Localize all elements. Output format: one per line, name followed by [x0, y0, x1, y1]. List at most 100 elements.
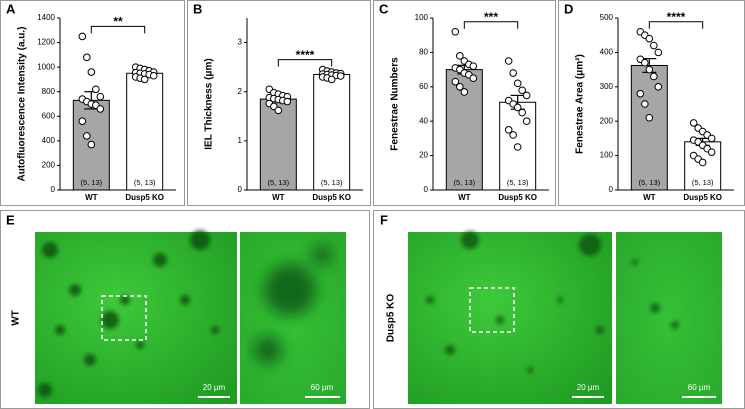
significance-label: **** [667, 10, 686, 24]
n-label: (5, 13) [453, 178, 475, 187]
y-tick-label: 0 [238, 185, 243, 194]
scale-bar-label: 60 µm [688, 383, 711, 392]
micrograph [408, 231, 612, 404]
data-point [96, 105, 105, 113]
panel-label: E [6, 212, 15, 227]
y-tick-label: 80 [419, 48, 428, 57]
data-point [456, 83, 464, 91]
data-point [698, 158, 707, 167]
data-point [513, 79, 522, 88]
y-tick-label: 3 [238, 38, 243, 47]
n-label: (5, 13) [134, 178, 156, 187]
y-tick-label: 600 [42, 111, 56, 120]
x-tick-label: Dusp5 KO [498, 193, 537, 202]
data-point [78, 32, 87, 41]
y-tick-label: 0 [51, 185, 56, 194]
y-tick-label: 20 [419, 151, 428, 160]
data-point [522, 91, 531, 100]
micrograph [616, 232, 722, 404]
x-tick-label: Dusp5 KO [312, 193, 351, 202]
y-axis-title: Fenestrae Area (μm²) [575, 54, 586, 154]
panel-label: D [564, 1, 573, 16]
n-label: (5, 13) [267, 178, 289, 187]
data-point [78, 117, 87, 125]
y-axis-title: Fenestrae Numbers [390, 57, 401, 151]
significance-bracket [90, 25, 146, 34]
panel-label: F [380, 212, 388, 227]
y-tick-label: 200 [600, 116, 614, 125]
y-tick-label: 60 [419, 82, 428, 91]
group-label: Dusp5 KO [386, 294, 397, 343]
y-tick-label: 2 [238, 87, 243, 96]
data-point [518, 108, 526, 117]
x-tick-label: WT [458, 193, 471, 202]
bar [313, 74, 351, 191]
y-tick-label: 400 [600, 48, 614, 57]
data-point [645, 65, 654, 74]
data-point [83, 53, 91, 62]
y-tick-label: 1400 [37, 13, 55, 22]
panel-frame [187, 0, 371, 206]
data-point [650, 41, 658, 50]
data-point [469, 74, 478, 82]
y-tick-label: 500 [600, 13, 614, 22]
group-label: WT [11, 310, 22, 326]
scale-bar-label: 60 µm [311, 383, 334, 392]
bar [126, 72, 164, 191]
data-point [522, 117, 531, 125]
significance-label: ** [113, 15, 123, 29]
y-tick-label: 200 [42, 161, 56, 170]
n-label: (5, 13) [638, 178, 660, 187]
significance-label: **** [296, 48, 315, 62]
data-point [513, 143, 522, 151]
x-tick-label: Dusp5 KO [683, 193, 722, 202]
data-point [707, 148, 716, 156]
data-point [509, 69, 517, 77]
data-point [469, 62, 478, 70]
data-point [641, 100, 649, 108]
panel-frame [0, 0, 185, 206]
data-point [509, 131, 517, 139]
significance-bracket [277, 59, 333, 67]
micrograph [35, 230, 237, 404]
n-label: (5, 13) [80, 178, 102, 187]
data-point [650, 72, 658, 81]
data-point [460, 88, 469, 96]
data-point [336, 72, 345, 80]
y-axis-title: IEL Thickness (μm) [204, 58, 215, 150]
data-point [654, 48, 663, 57]
y-axis-title: Autofluorescence Intensity (a.u.) [17, 26, 28, 181]
data-point [327, 75, 336, 84]
y-tick-label: 400 [42, 136, 56, 145]
panel-label: B [193, 1, 202, 16]
data-point [456, 52, 464, 60]
data-point [451, 77, 460, 86]
scale-bar-label: 20 µm [203, 383, 226, 392]
data-point [636, 89, 645, 98]
y-tick-label: 1200 [37, 38, 55, 47]
data-point [654, 83, 663, 91]
bar [630, 64, 668, 191]
y-tick-label: 800 [42, 87, 56, 96]
data-point [707, 134, 716, 143]
x-tick-label: WT [272, 193, 285, 202]
data-point [641, 58, 649, 67]
x-tick-label: WT [85, 193, 98, 202]
panel-label: A [6, 1, 16, 16]
n-label: (5, 13) [321, 178, 343, 187]
data-point [504, 57, 513, 65]
y-tick-label: 0 [609, 185, 614, 194]
significance-bracket [463, 21, 519, 29]
y-tick-label: 1 [238, 136, 243, 145]
data-point [140, 75, 149, 84]
scale-bar-label: 20 µm [577, 383, 600, 392]
n-label: (5, 13) [692, 178, 714, 187]
data-point [504, 126, 513, 134]
y-tick-label: 100 [600, 151, 614, 160]
n-label: (5, 13) [507, 178, 529, 187]
data-point [645, 34, 654, 43]
data-point [451, 27, 460, 36]
y-tick-label: 300 [600, 82, 614, 91]
data-point [518, 86, 526, 95]
